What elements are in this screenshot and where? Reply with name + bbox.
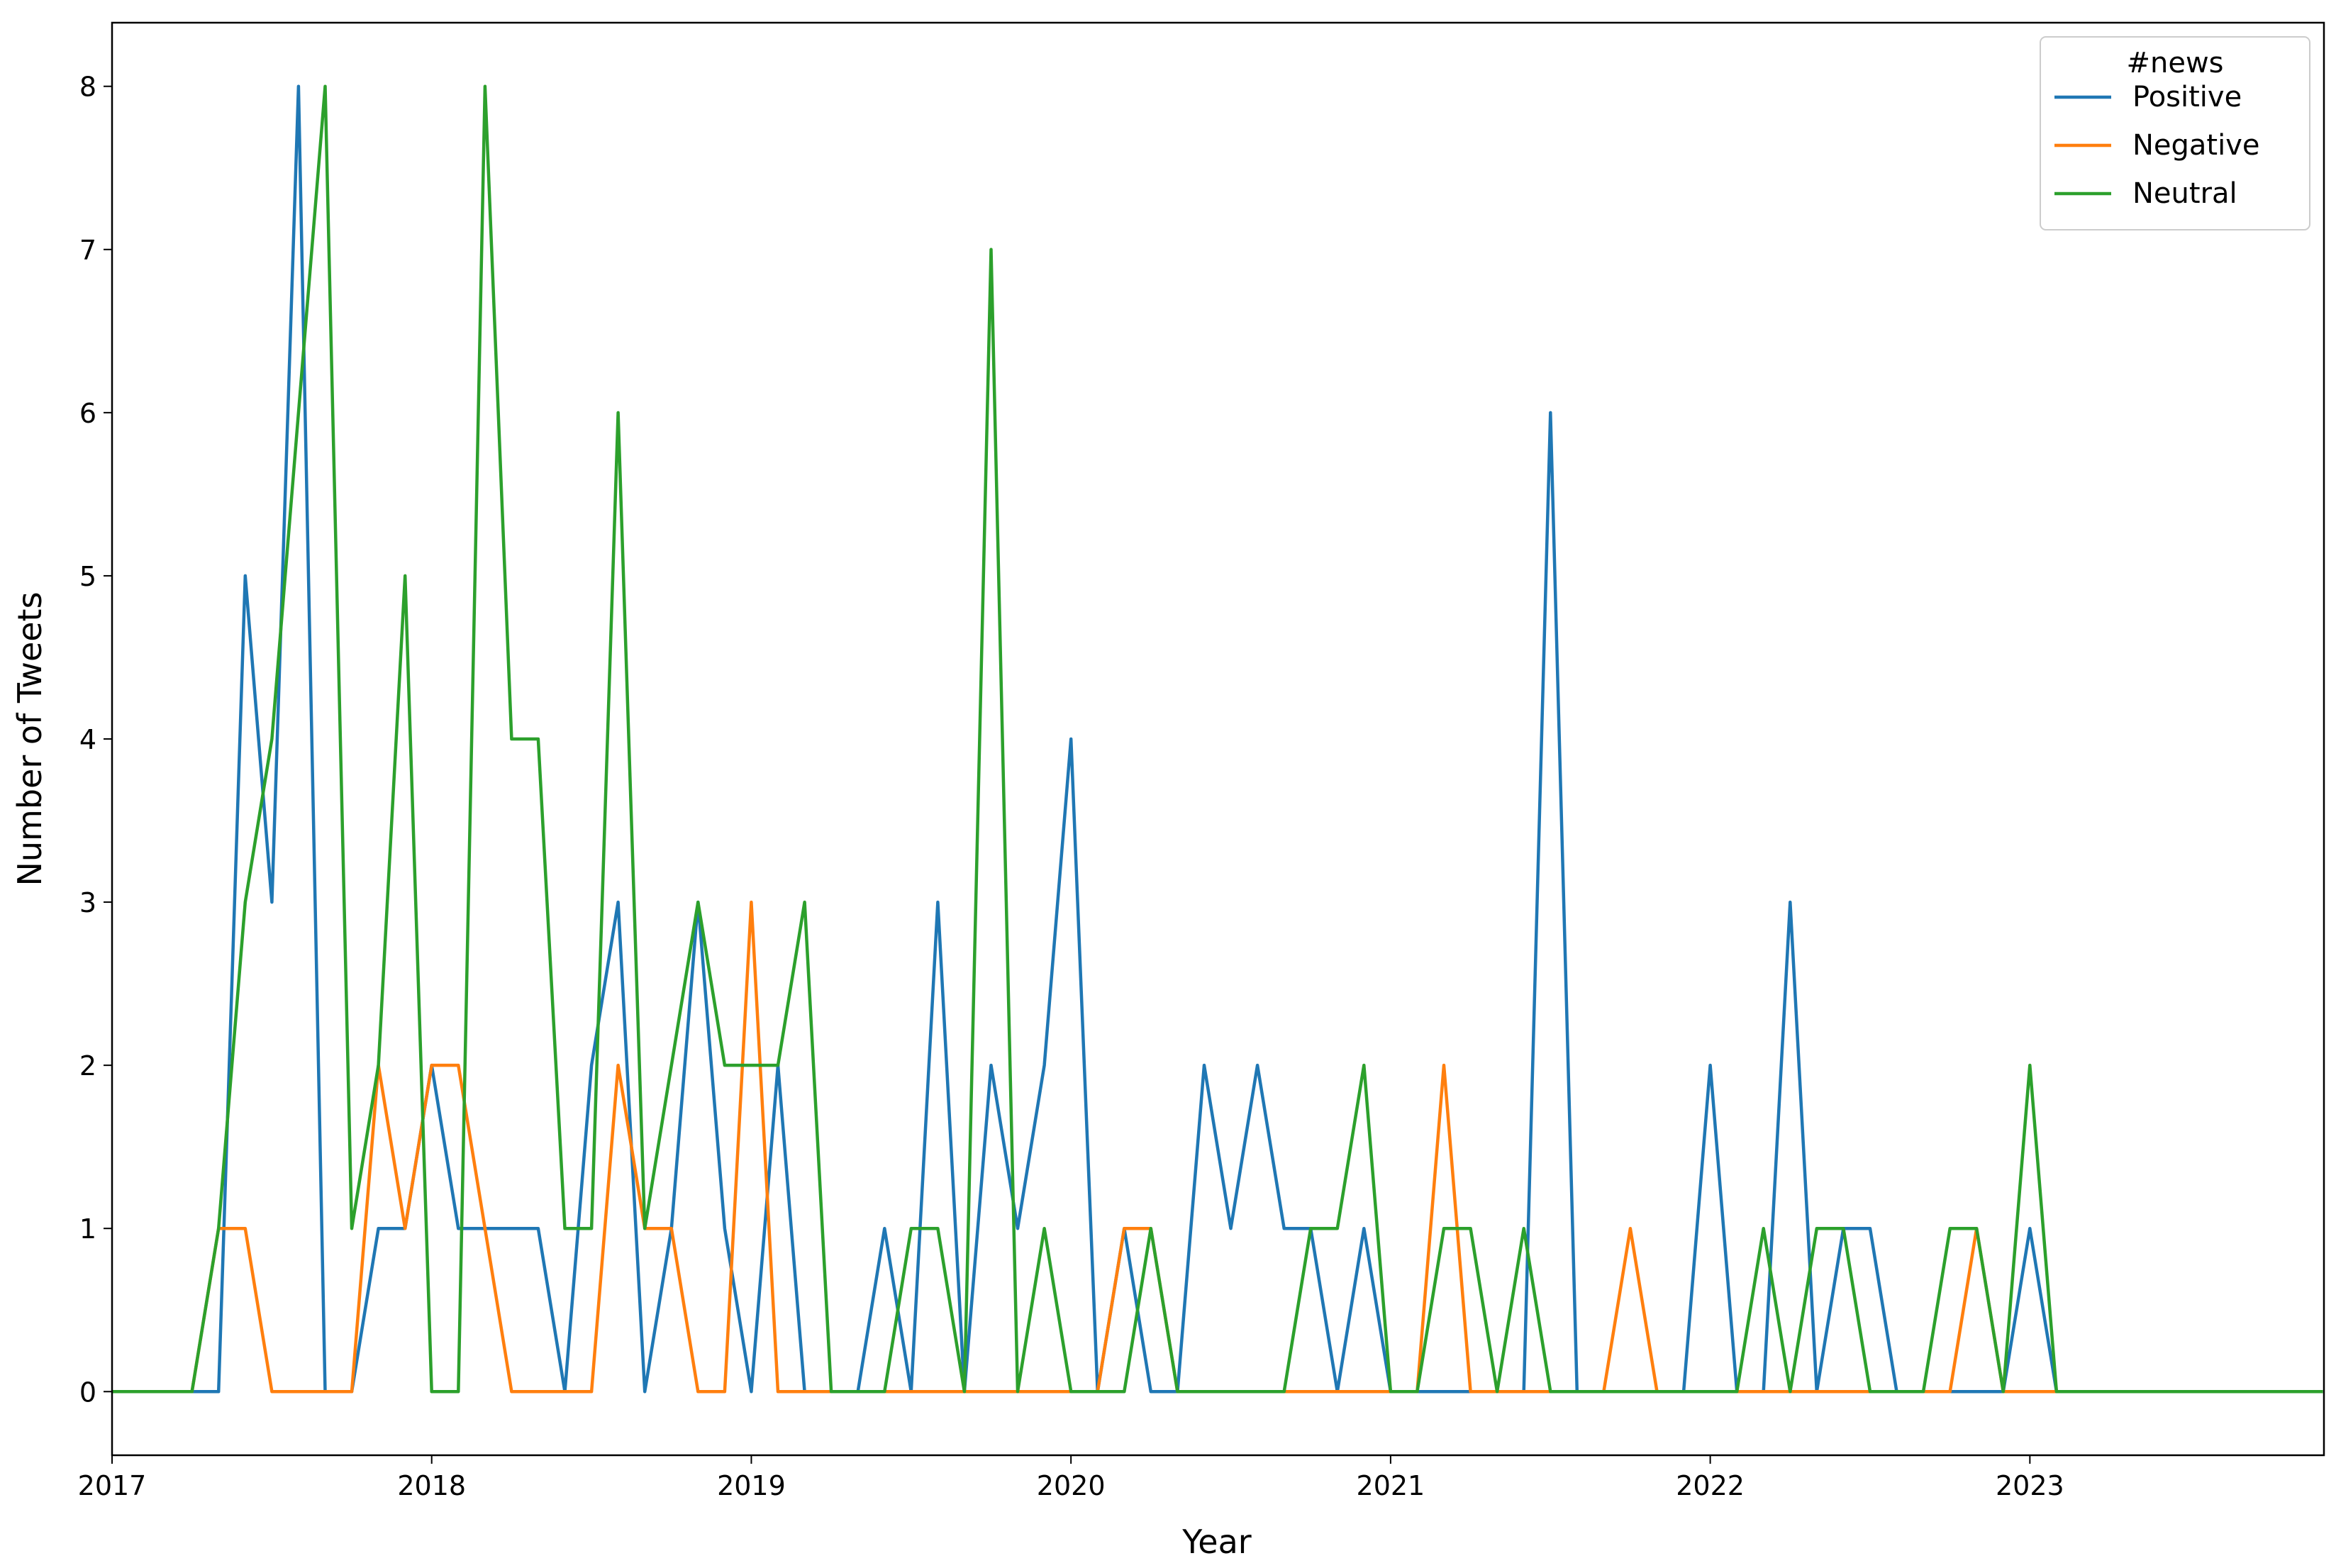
y-axis-label: Number of Tweets (11, 591, 49, 886)
y-tick-label: 3 (79, 887, 96, 918)
x-tick-label: 2023 (1996, 1470, 2064, 1501)
y-tick-label: 6 (79, 398, 96, 429)
series-line (112, 84, 2323, 1394)
plot-frame (111, 21, 2325, 1457)
x-tick-label: 2021 (1357, 1470, 1425, 1501)
legend-label: Negative (2132, 129, 2260, 162)
x-tick-label: 2022 (1676, 1470, 1745, 1501)
series-line (112, 84, 2323, 1394)
legend-box (2040, 36, 2310, 230)
x-tick-label: 2018 (397, 1470, 466, 1501)
legend-title: #news (2126, 47, 2223, 79)
y-tick-label: 4 (79, 724, 96, 755)
y-tick-label: 8 (79, 72, 96, 103)
y-tick-label: 1 (79, 1213, 96, 1245)
x-tick-label: 2020 (1037, 1470, 1106, 1501)
y-tick-label: 7 (79, 235, 96, 266)
x-tick-label: 2017 (78, 1470, 147, 1501)
y-tick-label: 5 (79, 561, 96, 592)
y-tick-label: 0 (79, 1377, 96, 1408)
y-tick-label: 2 (79, 1050, 96, 1082)
x-tick-label: 2019 (717, 1470, 786, 1501)
legend-label: Neutral (2132, 177, 2237, 210)
x-axis-label: Year (1181, 1523, 1251, 1561)
legend-label: Positive (2132, 81, 2242, 113)
